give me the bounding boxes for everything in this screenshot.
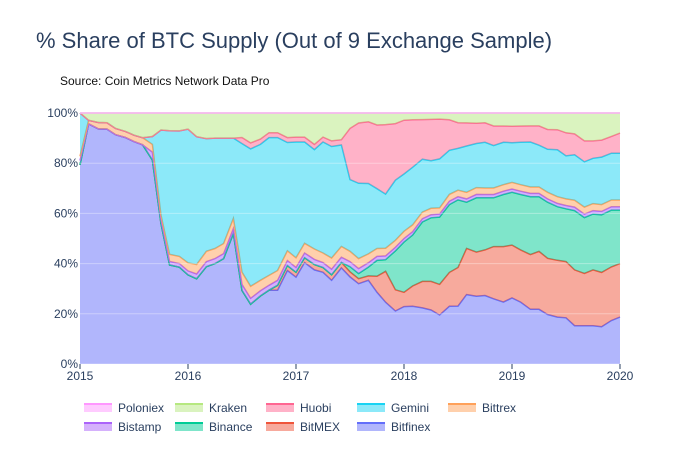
- legend: Poloniex Kraken Huobi Gemini Bittrex Bistamp…: [84, 398, 644, 436]
- y-tick-label: 0%: [61, 357, 79, 371]
- legend-label: Bittrex: [482, 400, 517, 415]
- y-tick-label: 100%: [47, 106, 78, 120]
- legend-item-gemini[interactable]: Gemini: [357, 401, 448, 415]
- legend-item-poloniex[interactable]: Poloniex: [84, 401, 175, 415]
- area-gemini: [80, 113, 620, 287]
- area-bitfinex: [80, 123, 620, 365]
- legend-swatch: [175, 422, 203, 431]
- x-tick-label: 2017: [283, 369, 310, 383]
- x-tick-label: 2018: [391, 369, 418, 383]
- legend-row: Poloniex Kraken Huobi Gemini Bittrex: [84, 398, 644, 417]
- x-tick-label: 2016: [175, 369, 202, 383]
- legend-label: Gemini: [391, 400, 430, 415]
- y-tick-label: 80%: [54, 156, 78, 170]
- area-huobi: [80, 113, 620, 195]
- legend-label: Kraken: [209, 400, 248, 415]
- legend-item-kraken[interactable]: Kraken: [175, 401, 266, 415]
- legend-swatch: [266, 403, 294, 412]
- legend-item-bittrex[interactable]: Bittrex: [448, 401, 539, 415]
- legend-label: BitMEX: [300, 419, 341, 434]
- legend-item-huobi[interactable]: Huobi: [266, 401, 357, 415]
- y-tick-label: 40%: [54, 257, 78, 271]
- legend-swatch: [357, 403, 385, 412]
- legend-label: Bitfinex: [391, 419, 431, 434]
- legend-swatch: [448, 403, 476, 412]
- stacked-areas: [79, 112, 621, 365]
- area-bitmex: [80, 123, 620, 327]
- legend-item-bitfinex[interactable]: Bitfinex: [357, 420, 448, 434]
- legend-row: Bistamp Binance BitMEX Bitfinex: [84, 417, 644, 436]
- x-tick-label: 2015: [67, 369, 94, 383]
- area-bittrex: [80, 120, 620, 299]
- chart-source: Source: Coin Metrics Network Data Pro: [60, 74, 270, 88]
- legend-item-bistamp[interactable]: Bistamp: [84, 420, 175, 434]
- legend-item-bitmex[interactable]: BitMEX: [266, 420, 357, 434]
- legend-label: Binance: [209, 419, 253, 434]
- legend-swatch: [266, 422, 294, 431]
- x-axis: 2015 2016 2017 2018 2019 2020: [67, 364, 634, 383]
- y-tick-label: 20%: [54, 307, 78, 321]
- legend-label: Poloniex: [118, 400, 165, 415]
- y-tick-label: 60%: [54, 206, 78, 220]
- legend-swatch: [84, 422, 112, 431]
- legend-label: Bistamp: [118, 419, 162, 434]
- area-binance: [80, 123, 620, 305]
- chart-title: % Share of BTC Supply (Out of 9 Exchange…: [36, 28, 553, 53]
- area-kraken: [80, 113, 620, 145]
- legend-item-binance[interactable]: Binance: [175, 420, 266, 434]
- legend-label: Huobi: [300, 400, 332, 415]
- legend-swatch: [357, 422, 385, 431]
- x-tick-label: 2020: [607, 369, 634, 383]
- legend-swatch: [84, 403, 112, 412]
- x-tick-label: 2019: [499, 369, 526, 383]
- legend-swatch: [175, 403, 203, 412]
- y-axis: 0% 20% 40% 60% 80% 100%: [47, 106, 620, 371]
